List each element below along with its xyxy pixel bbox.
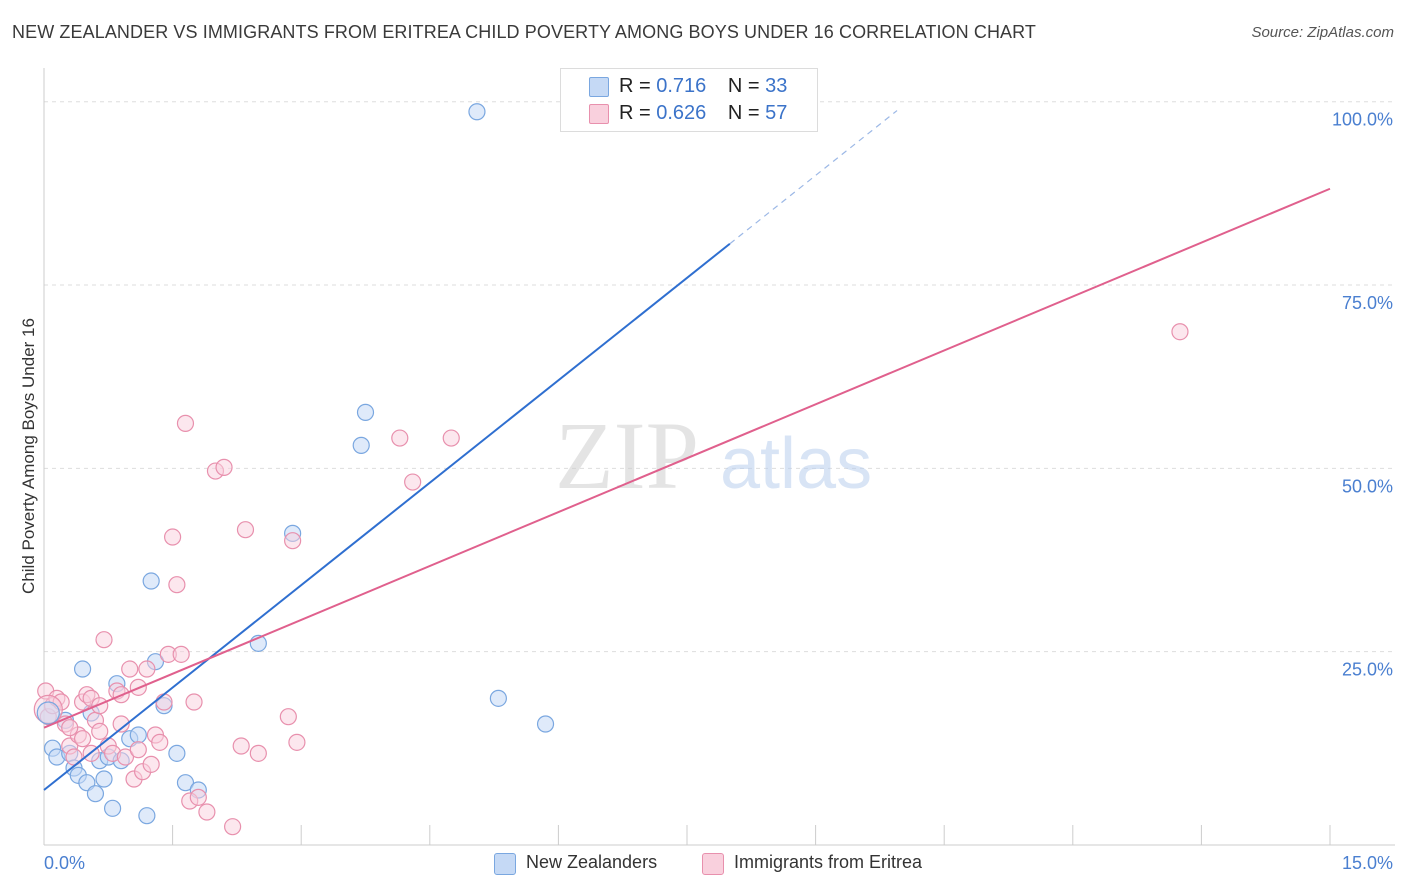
legend-swatch-eritrea	[589, 104, 609, 124]
point-new-zealanders	[142, 572, 160, 590]
point-eritrea	[391, 429, 409, 447]
r-label: R =	[619, 102, 651, 124]
point-eritrea	[236, 521, 255, 539]
point-eritrea	[215, 458, 233, 476]
point-eritrea	[33, 694, 63, 724]
point-eritrea	[138, 660, 156, 678]
point-eritrea	[232, 737, 250, 755]
point-eritrea	[279, 708, 297, 726]
y-tick-label: 50.0%	[1342, 476, 1393, 496]
r-label: R =	[619, 75, 651, 97]
watermark-zip: ZIP	[555, 402, 699, 509]
point-new-zealanders	[489, 689, 507, 707]
legend-row-new-zealanders: R = 0.716 N = 33	[619, 75, 787, 99]
point-eritrea	[121, 660, 139, 678]
x-tick-label-max: 15.0%	[1342, 853, 1393, 873]
point-eritrea	[95, 631, 113, 649]
point-eritrea	[404, 473, 422, 491]
point-new-zealanders	[176, 774, 195, 792]
tick-labels: 25.0% 50.0% 75.0% 100.0% 0.0% 15.0%	[44, 110, 1393, 873]
point-eritrea	[176, 414, 195, 432]
point-eritrea	[73, 730, 92, 748]
point-eritrea	[288, 733, 306, 751]
n-label: N =	[727, 102, 760, 124]
point-new-zealanders	[95, 770, 113, 788]
point-eritrea	[142, 755, 160, 773]
chart-title: NEW ZEALANDER VS IMMIGRANTS FROM ERITREA…	[12, 22, 1037, 42]
point-new-zealanders	[36, 701, 60, 725]
point-eritrea	[185, 693, 203, 711]
point-eritrea	[116, 748, 135, 766]
point-eritrea	[249, 744, 267, 762]
r-value: 0.716	[656, 75, 707, 97]
correlation-legend: R = 0.716 N = 33 R = 0.626 N = 57	[560, 68, 818, 132]
point-eritrea	[151, 733, 169, 751]
point-eritrea	[112, 715, 130, 733]
point-eritrea	[91, 722, 109, 740]
trend-line-extension-new-zealanders	[729, 110, 898, 245]
data-points	[33, 103, 1189, 836]
trend-line-eritrea	[43, 187, 1331, 729]
y-axis-label: Child Poverty Among Boys Under 16	[19, 318, 38, 594]
point-new-zealanders	[536, 715, 555, 733]
legend-label: New Zealanders	[526, 852, 658, 872]
n-value: 57	[765, 102, 788, 124]
point-eritrea	[155, 693, 173, 711]
n-value: 33	[765, 75, 788, 97]
legend-row-eritrea: R = 0.626 N = 57	[619, 102, 787, 126]
y-tick-label: 100.0%	[1332, 110, 1393, 130]
point-new-zealanders	[129, 726, 147, 744]
point-eritrea	[168, 576, 186, 594]
y-tick-label: 75.0%	[1342, 293, 1393, 313]
r-value: 0.626	[656, 102, 707, 124]
trend-line-new-zealanders	[43, 242, 731, 791]
point-eritrea	[189, 788, 207, 806]
point-new-zealanders	[73, 660, 92, 678]
legend-label: Immigrants from Eritrea	[734, 852, 923, 872]
legend-swatch	[702, 853, 724, 875]
n-label: N =	[727, 75, 760, 97]
point-eritrea	[129, 741, 147, 759]
y-tick-label: 25.0%	[1342, 660, 1393, 680]
point-new-zealanders	[103, 799, 122, 817]
point-eritrea	[1171, 323, 1189, 341]
legend-swatch	[494, 853, 516, 875]
point-eritrea	[164, 528, 182, 546]
point-eritrea	[61, 719, 79, 737]
point-new-zealanders	[138, 807, 156, 825]
point-new-zealanders	[168, 744, 186, 762]
point-new-zealanders	[356, 403, 375, 421]
point-eritrea	[224, 818, 242, 836]
point-new-zealanders	[468, 103, 486, 121]
grid-lines	[44, 101, 1395, 653]
point-eritrea	[198, 803, 216, 821]
point-new-zealanders	[86, 785, 105, 803]
legend-swatch-new-zealanders	[589, 77, 609, 97]
source-credit: Source: ZipAtlas.com	[1251, 24, 1394, 41]
watermark-atlas: atlas	[720, 424, 872, 504]
point-eritrea	[442, 429, 460, 447]
point-new-zealanders	[352, 436, 370, 454]
watermark: ZIP atlas	[555, 402, 872, 509]
trend-lines	[43, 110, 1331, 791]
point-eritrea	[172, 645, 190, 663]
point-eritrea	[284, 532, 302, 550]
x-tick-label-min: 0.0%	[44, 853, 85, 873]
